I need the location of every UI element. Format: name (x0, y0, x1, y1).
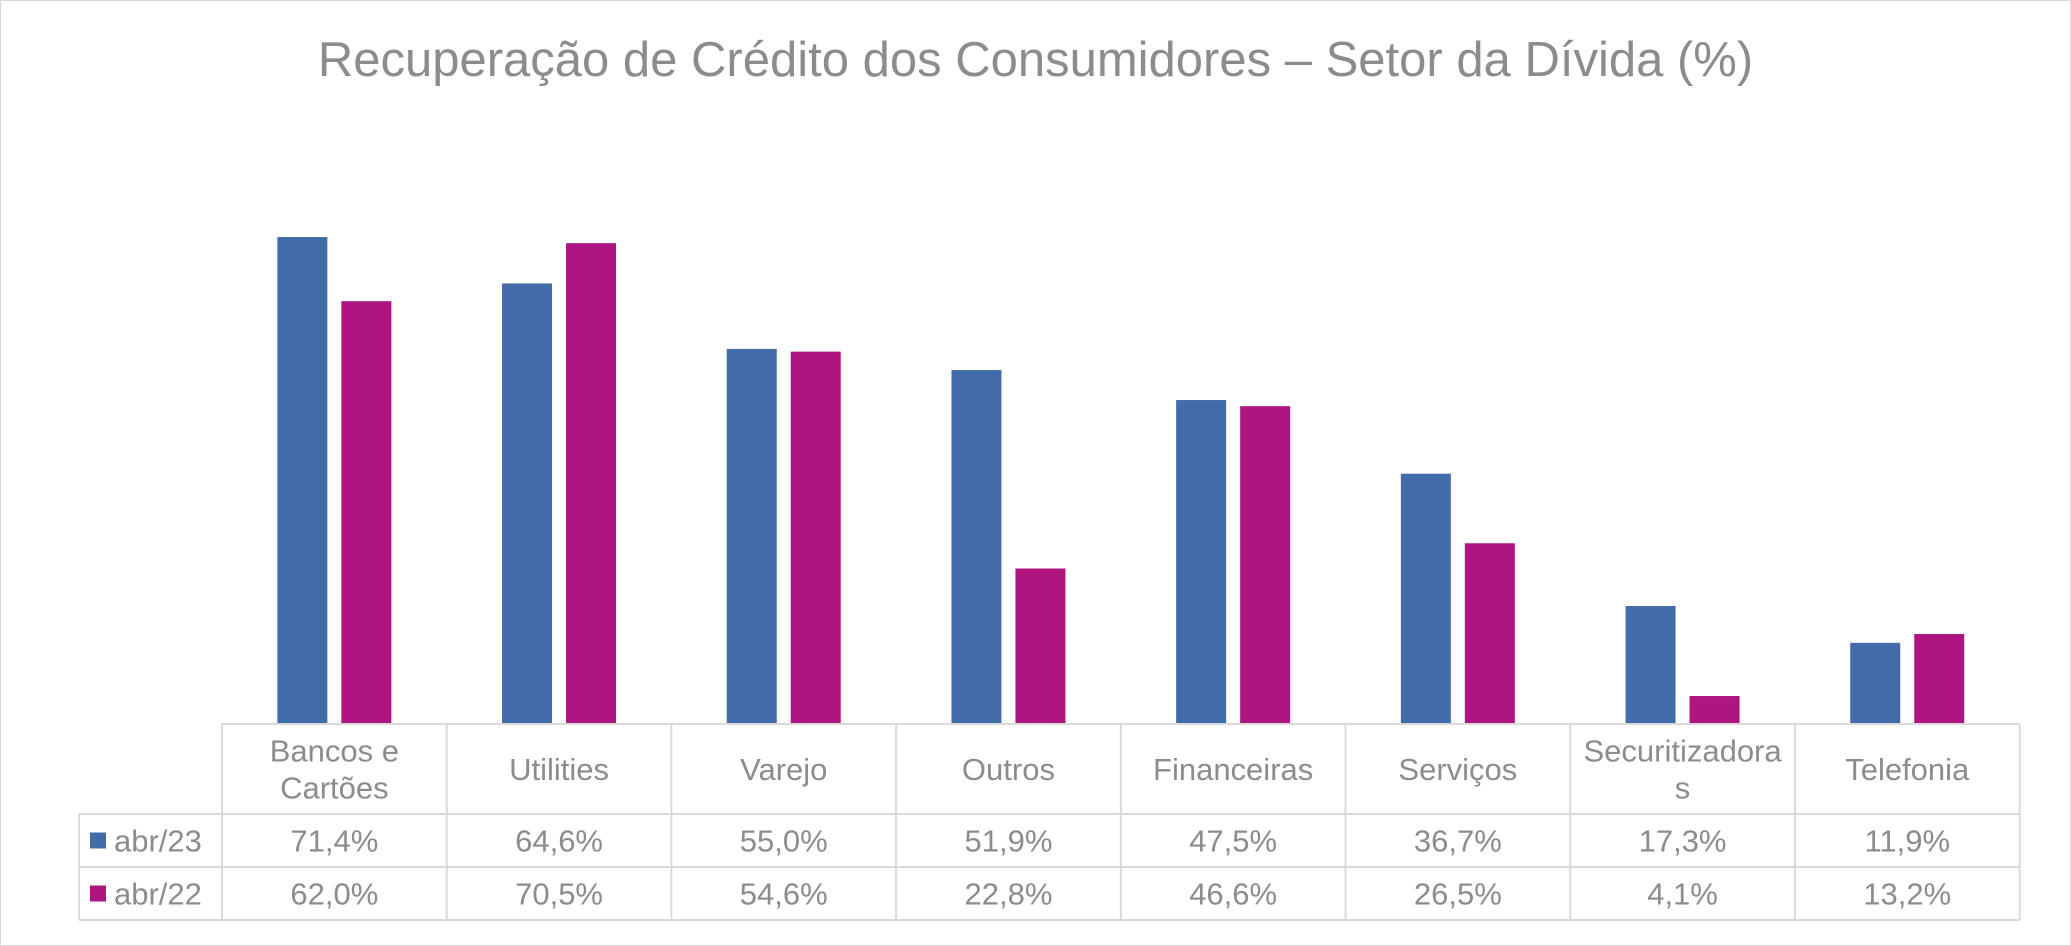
bar-abr-23-3[interactable] (951, 370, 1002, 724)
bar-abr-23-0[interactable] (277, 237, 328, 724)
data-label-abr-22-3: 22,8% (964, 877, 1052, 912)
legend-key-abr-22 (90, 885, 106, 902)
legend-key-abr-23 (90, 832, 106, 849)
data-label-abr-23-7: 11,9% (1864, 824, 1950, 859)
bar-abr-23-6[interactable] (1625, 606, 1676, 724)
category-label-1: Utilities (509, 752, 609, 787)
bar-abr-22-2[interactable] (790, 351, 841, 724)
bar-abr-23-1[interactable] (502, 283, 553, 724)
bar-abr-23-7[interactable] (1850, 642, 1901, 724)
data-label-abr-23-6: 17,3% (1639, 824, 1727, 859)
data-label-abr-22-0: 62,0% (290, 877, 378, 912)
category-label-4: Financeiras (1153, 752, 1313, 787)
category-label-2: Varejo (740, 752, 827, 787)
category-label-6-line1: s (1675, 771, 1691, 806)
data-label-abr-22-6: 4,1% (1647, 877, 1718, 912)
data-label-abr-23-2: 55,0% (740, 824, 828, 859)
bar-abr-23-4[interactable] (1176, 400, 1227, 724)
category-label-3: Outros (962, 752, 1055, 787)
legend-label-abr-23: abr/23 (114, 824, 202, 859)
bar-abr-22-1[interactable] (566, 243, 617, 724)
chart-title: Recuperação de Crédito dos Consumidores … (317, 33, 1754, 87)
data-label-abr-23-3: 51,9% (964, 824, 1052, 859)
data-label-abr-22-2: 54,6% (740, 877, 828, 912)
data-label-abr-23-5: 36,7% (1414, 824, 1502, 859)
bar-abr-22-7[interactable] (1914, 633, 1965, 724)
data-label-abr-23-1: 64,6% (515, 824, 603, 859)
category-label-6-line0: Securitizadora (1583, 734, 1782, 769)
bar-abr-23-5[interactable] (1400, 473, 1451, 724)
bar-abr-23-2[interactable] (726, 348, 777, 724)
bar-abr-22-5[interactable] (1464, 543, 1515, 724)
data-label-abr-22-1: 70,5% (515, 877, 603, 912)
category-label-5: Serviços (1398, 752, 1517, 787)
category-label-0-line0: Bancos e (270, 734, 399, 769)
data-label-abr-22-4: 46,6% (1189, 877, 1277, 912)
legend-label-abr-22: abr/22 (114, 877, 202, 912)
bar-abr-22-6[interactable] (1689, 696, 1740, 724)
category-label-0-line1: Cartões (280, 771, 389, 806)
data-label-abr-23-4: 47,5% (1189, 824, 1277, 859)
bar-abr-22-0[interactable] (341, 301, 392, 724)
data-label-abr-23-0: 71,4% (290, 824, 378, 859)
data-label-abr-22-7: 13,2% (1863, 877, 1951, 912)
bar-abr-22-3[interactable] (1015, 568, 1066, 724)
category-label-7: Telefonia (1845, 752, 1970, 787)
bar-abr-22-4[interactable] (1240, 406, 1291, 724)
data-label-abr-22-5: 26,5% (1414, 877, 1502, 912)
